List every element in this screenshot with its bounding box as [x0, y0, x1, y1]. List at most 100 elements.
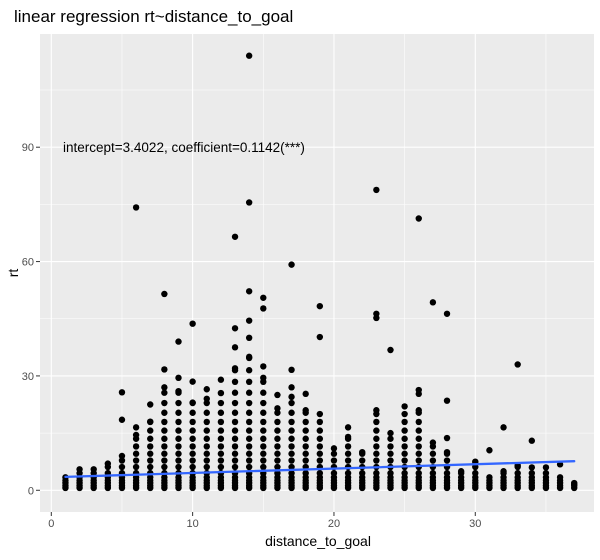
data-point [316, 457, 324, 464]
data-point [401, 418, 408, 426]
data-point [245, 427, 253, 434]
data-point [132, 204, 140, 211]
data-point [429, 457, 437, 464]
data-point [415, 450, 422, 457]
data-point [231, 325, 239, 332]
data-point [189, 435, 196, 442]
data-point [217, 450, 225, 457]
data-point [344, 457, 352, 464]
data-point [260, 443, 267, 450]
data-point [175, 427, 182, 434]
data-point [245, 353, 253, 361]
data-point [147, 443, 154, 450]
data-point [175, 435, 182, 442]
data-point [161, 290, 168, 298]
data-point [344, 450, 352, 457]
data-point [203, 463, 210, 471]
data-point [189, 418, 196, 426]
data-point [359, 469, 366, 477]
data-point [231, 463, 239, 471]
data-point [147, 418, 154, 425]
data-point [231, 457, 239, 464]
data-point [260, 457, 267, 464]
regression-line-group [64, 460, 576, 479]
data-point [387, 450, 394, 457]
data-point [373, 457, 380, 464]
data-point [429, 299, 437, 306]
data-point [302, 390, 309, 398]
data-point [217, 463, 225, 471]
data-point [175, 399, 182, 407]
data-point [359, 457, 366, 464]
data-point [316, 469, 324, 477]
data-point [373, 443, 380, 450]
data-point [373, 427, 380, 434]
data-point [118, 457, 126, 464]
data-point [231, 344, 239, 351]
data-point [245, 389, 253, 396]
data-point [175, 463, 182, 471]
data-point [189, 378, 196, 385]
data-point [401, 443, 408, 450]
data-point [147, 435, 154, 442]
data-point [401, 403, 408, 410]
data-point [288, 366, 295, 374]
data-point [316, 302, 324, 310]
data-point [486, 474, 493, 481]
data-point [147, 450, 154, 457]
data-point [260, 427, 267, 434]
data-point [147, 463, 154, 471]
data-point [231, 427, 239, 434]
data-point [147, 457, 154, 464]
data-point [175, 409, 182, 416]
data-point [274, 443, 281, 450]
data-point [245, 288, 253, 295]
data-point [118, 416, 126, 423]
data-point [245, 52, 253, 59]
data-point [217, 427, 225, 434]
data-point [542, 469, 550, 477]
data-point [231, 450, 239, 457]
axis-ticks: 0 10 20 30 0 30 60 90 [22, 142, 482, 530]
data-point [245, 443, 253, 450]
data-point [500, 424, 507, 431]
data-point [387, 346, 394, 354]
data-point [302, 457, 309, 464]
y-tick-label: 90 [22, 142, 34, 154]
regression-annotation: intercept=3.4022, coefficient=0.1142(***… [63, 140, 305, 155]
data-point [302, 443, 309, 450]
data-point [217, 443, 225, 450]
data-point [189, 443, 196, 450]
data-point [274, 418, 281, 426]
data-point [147, 401, 154, 408]
data-point [175, 450, 182, 457]
data-point [175, 387, 182, 395]
data-point [415, 457, 422, 464]
data-point [231, 418, 239, 426]
data-point [500, 468, 507, 475]
data-point [274, 457, 281, 464]
data-point [316, 333, 324, 341]
data-point [302, 427, 309, 434]
x-tick-label: 0 [48, 518, 54, 530]
data-point [401, 435, 408, 442]
data-point [245, 409, 253, 416]
data-point [401, 410, 408, 418]
data-point [231, 443, 239, 450]
data-point [274, 463, 281, 471]
data-point [401, 469, 408, 477]
data-point [231, 378, 239, 386]
data-point [245, 199, 253, 206]
data-point [217, 418, 225, 426]
data-point [118, 463, 126, 471]
data-point [288, 409, 295, 416]
data-point [175, 418, 182, 426]
data-point [288, 443, 295, 450]
data-point [302, 418, 309, 426]
data-point [330, 450, 338, 457]
data-point [260, 294, 267, 301]
data-point [217, 399, 225, 407]
data-point [245, 378, 253, 386]
data-point [161, 399, 168, 407]
